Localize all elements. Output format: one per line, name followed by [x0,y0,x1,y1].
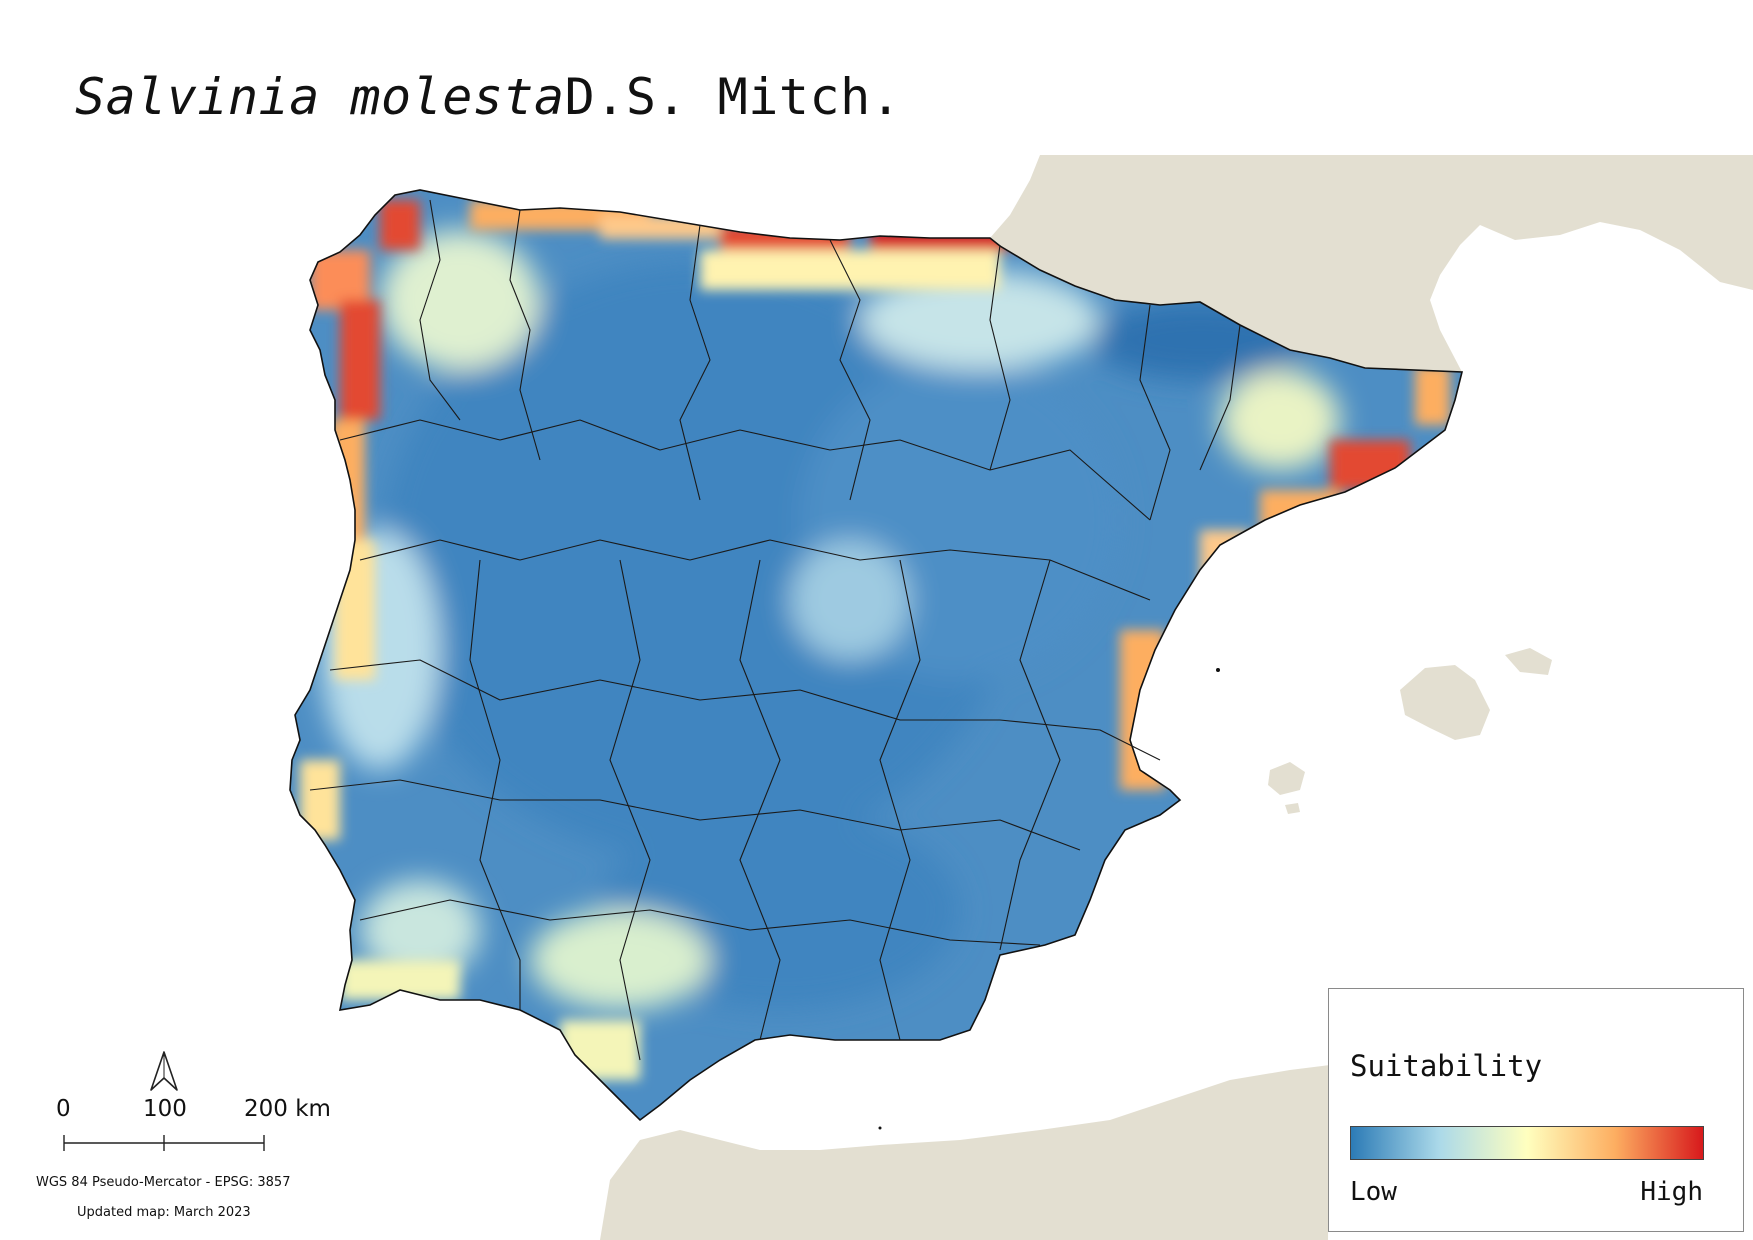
scale-bar: 0 100 200 km [52,1096,342,1156]
updated-text: Updated map: March 2023 [77,1205,251,1220]
mallorca-island [1400,665,1490,740]
legend-high-label: High [1640,1177,1703,1207]
formentera-island [1285,803,1300,814]
legend-title: Suitability [1350,1049,1543,1083]
legend-color-ramp [1350,1126,1704,1160]
scale-label-200: 200 km [244,1096,331,1122]
map-title-species: Salvinia molesta [75,68,565,126]
suitability-raster [290,190,1462,1120]
land-background [600,155,1753,1240]
france-landmass [990,155,1753,372]
map-title: Salvinia molestaD.S. Mitch. [75,68,901,126]
crs-text: WGS 84 Pseudo-Mercator - EPSG: 3857 [36,1175,291,1190]
menorca-island [1505,648,1552,675]
map-title-author: D.S. Mitch. [564,68,902,126]
scale-bar-line [63,1135,265,1151]
scale-label-100: 100 [143,1096,187,1122]
africa-landmass [600,1065,1330,1240]
legend: Suitability Low High [1328,988,1744,1232]
legend-low-label: Low [1350,1177,1397,1207]
north-arrow-icon [150,1051,178,1091]
scale-label-0: 0 [56,1096,71,1122]
ibiza-island [1268,762,1305,795]
province-boundaries [309,199,1241,1061]
